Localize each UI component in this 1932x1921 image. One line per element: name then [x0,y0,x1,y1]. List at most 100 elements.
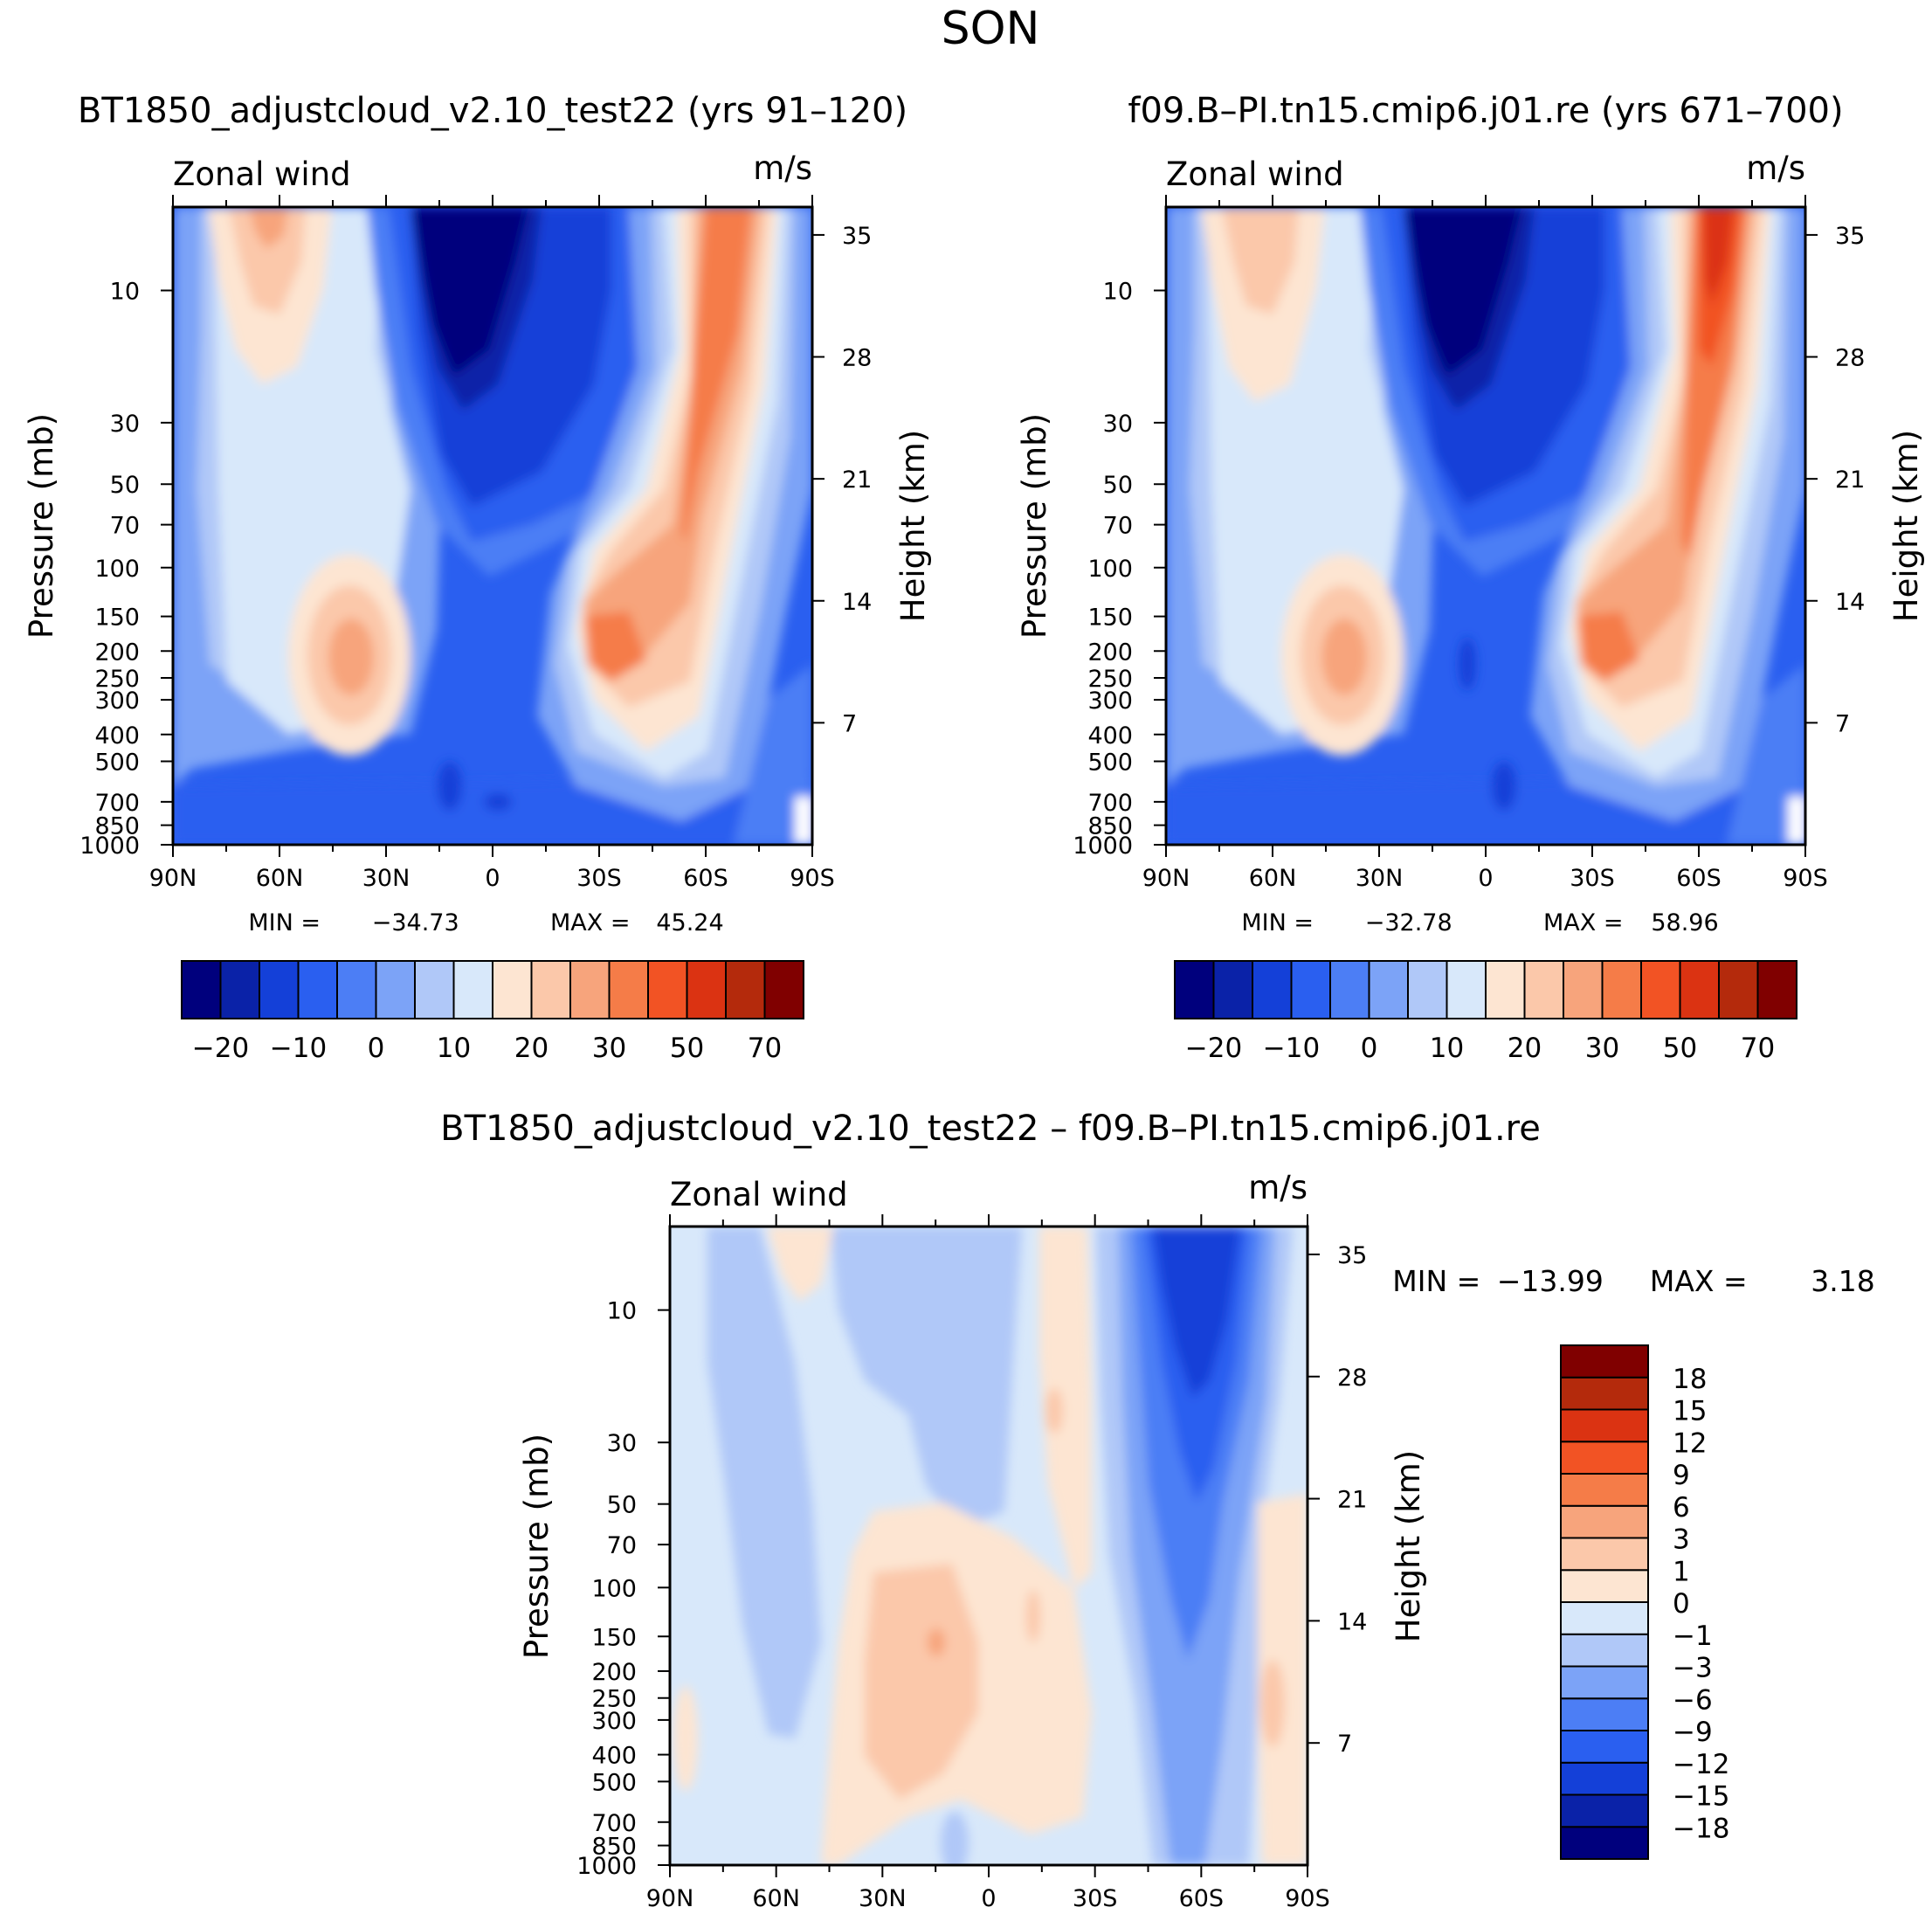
panel-difference-colorbar-box [1560,1761,1649,1796]
panel-difference-colorbar-label: 12 [1673,1427,1707,1459]
panel-model-y-tick-label: 200 [94,639,140,666]
panel-control-colorbar-label: 50 [1663,1033,1697,1064]
panel-difference-x-tick-label: 60S [1179,1885,1225,1912]
panel-difference-colorbar-label: −3 [1673,1653,1713,1684]
panel-model-colorbar-box [530,960,571,1019]
panel-difference-colorbar-box [1560,1537,1649,1572]
panel-model-y-tick-label: 1000 [79,833,140,860]
panel-model-title: BT1850_adjustcloud_v2.10_test22 (yrs 91–… [78,91,907,131]
panel-model-colorbar-box [297,960,338,1019]
panel-control-units: m/s [1746,149,1805,187]
panel-difference-y-tick-label: 50 [607,1492,637,1519]
panel-difference-x-tick-label: 30N [859,1885,907,1912]
panel-model-colorbar-label: 70 [748,1033,782,1064]
panel-difference-colorbar-box [1560,1376,1649,1411]
panel-difference-colorbar-label: 6 [1673,1492,1690,1524]
panel-control-colorbar-box [1174,960,1215,1019]
panel-control-max: 58.96 [1651,909,1718,936]
panel-difference-y2-tick-label: 28 [1337,1365,1367,1392]
panel-difference-x-tick-label: 90N [646,1885,694,1912]
panel-model-y2-tick-label: 35 [842,223,872,250]
panel-difference-variable: Zonal wind [670,1176,848,1213]
panel-model-colorbar-box [686,960,727,1019]
panel-difference-y2-tick-label: 7 [1337,1731,1352,1758]
panel-difference-colorbar-box [1560,1344,1649,1379]
panel-control-colorbar-box [1290,960,1331,1019]
panel-difference-colorbar-label: 15 [1673,1396,1707,1427]
panel-control-colorbar-box [1446,960,1487,1019]
panel-control-y-tick-label: 400 [1087,722,1133,750]
panel-difference-colorbar-box [1560,1633,1649,1668]
panel-control-y-tick-label: 250 [1087,666,1133,693]
panel-control-y2-tick-label: 21 [1835,466,1865,494]
season-title: SON [942,3,1040,55]
panel-control-colorbar-box [1485,960,1526,1019]
panel-difference-colorbar-label: −1 [1673,1620,1713,1652]
panel-model-y-tick-label: 500 [94,749,140,776]
panel-control-colorbar-box [1601,960,1642,1019]
panel-model-colorbar-label: 30 [592,1033,626,1064]
panel-control-colorbar-box [1718,960,1759,1019]
panel-control-y2-tick-label: 28 [1835,345,1865,372]
panel-difference-colorbar-label: −18 [1673,1813,1729,1844]
panel-model-y2-tick-label: 28 [842,345,872,372]
panel-control-y-tick-label: 70 [1103,513,1133,540]
panel-difference-max: 3.18 [1811,1264,1874,1298]
panel-model-colorbar-box [414,960,455,1019]
panel-control-colorbar-box [1640,960,1681,1019]
panel-control-colorbar-box [1523,960,1564,1019]
panel-control-variable: Zonal wind [1166,155,1344,193]
panel-model-min-label: MIN = [248,909,321,936]
panel-difference-min: −13.99 [1497,1264,1604,1298]
panel-model-x-tick-label: 30N [362,865,411,892]
panel-control-y-tick-label: 10 [1103,279,1133,306]
panel-model-y-tick-label: 100 [94,556,140,583]
panel-control-colorbar-label: 70 [1741,1033,1775,1064]
panel-model-y2-tick-label: 14 [842,589,872,616]
panel-model-colorbar-box [375,960,416,1019]
panel-control-y-tick-label: 100 [1087,556,1133,583]
panel-model-y2-tick-label: 7 [842,710,857,737]
panel-control-colorbar-label: 20 [1508,1033,1542,1064]
panel-control-y2-tick-label: 7 [1835,710,1850,737]
panel-control-y-tick-label: 850 [1087,813,1133,840]
panel-difference-y-tick-label: 30 [607,1430,637,1457]
panel-control-colorbar: −20 −10 0 10 20 30 50 70 [1174,960,1797,1064]
panel-model: BT1850_adjustcloud_v2.10_test22 (yrs 91–… [23,91,932,1064]
panel-control-colorbar-box [1679,960,1720,1019]
panel-model-colorbar-box [725,960,766,1019]
panel-control-colorbar-box [1407,960,1448,1019]
panel-difference-y-tick-label: 850 [591,1834,637,1861]
panel-difference-colorbar-box [1560,1504,1649,1539]
panel-model-y-tick-label: 250 [94,666,140,693]
panel-model-axes: 90N 60N 30N 0 30S 60S 90S103050701001502002503… [79,195,872,892]
panel-model-ylabel: Pressure (mb) [23,413,60,639]
panel-control-colorbar-label: −10 [1263,1033,1320,1064]
panel-difference-y-tick-label: 150 [591,1624,637,1651]
panel-difference-y-tick-label: 700 [591,1810,637,1837]
panel-difference-colorbar-box [1560,1473,1649,1507]
panel-model-y2-tick-label: 21 [842,466,872,494]
panel-control-colorbar-box [1756,960,1797,1019]
panel-control-y-tick-label: 1000 [1073,833,1133,860]
panel-control-x-tick-label: 60N [1249,865,1297,892]
panel-control-min-label: MIN = [1241,909,1314,936]
panel-model-colorbar: −20 −10 0 10 20 30 50 70 [181,960,804,1064]
panel-difference-y-tick-label: 300 [591,1708,637,1735]
panel-difference-title: BT1850_adjustcloud_v2.10_test22 – f09.B–… [440,1109,1541,1149]
panel-control-x-tick-label: 0 [1478,865,1493,892]
panel-difference-colorbar-box [1560,1441,1649,1475]
panel-difference-y-tick-label: 500 [591,1769,637,1796]
panel-model-colorbar-label: 50 [670,1033,704,1064]
panel-difference-colorbar-label: 3 [1673,1524,1690,1556]
panel-model-colorbar-box [259,960,300,1019]
panel-control-ylabel: Pressure (mb) [1016,413,1053,639]
panel-difference-contours [673,1227,1308,1865]
panel-model-colorbar-box [647,960,688,1019]
panel-model-variable: Zonal wind [173,155,351,193]
panel-model-colorbar-label: −20 [192,1033,249,1064]
panel-control-colorbar-box [1329,960,1370,1019]
panel-difference-max-label: MAX = [1650,1264,1748,1298]
panel-difference-colorbar-label: −6 [1673,1684,1713,1716]
